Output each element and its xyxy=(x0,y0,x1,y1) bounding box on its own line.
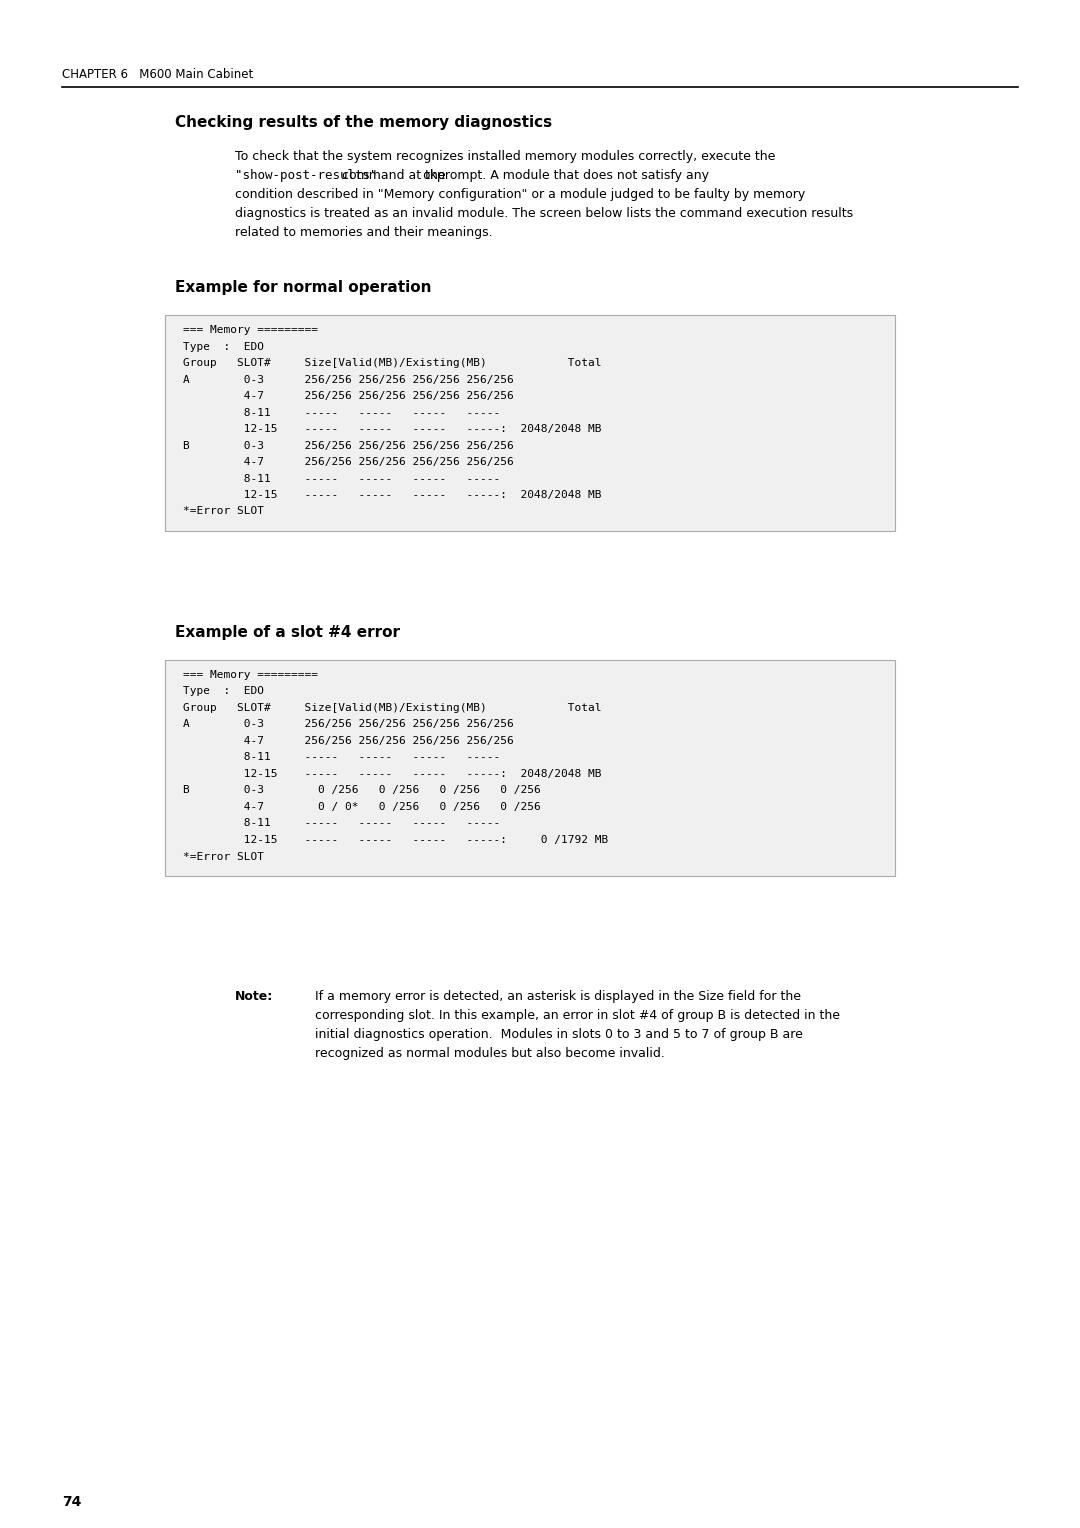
Text: A        0-3      256/256 256/256 256/256 256/256: A 0-3 256/256 256/256 256/256 256/256 xyxy=(183,374,514,385)
Text: To check that the system recognizes installed memory modules correctly, execute : To check that the system recognizes inst… xyxy=(235,150,775,163)
Text: ok: ok xyxy=(422,170,437,182)
Text: 4-7      256/256 256/256 256/256 256/256: 4-7 256/256 256/256 256/256 256/256 xyxy=(183,457,514,468)
Text: 12-15    -----   -----   -----   -----:  2048/2048 MB: 12-15 ----- ----- ----- -----: 2048/2048… xyxy=(183,769,602,779)
Text: 4-7      256/256 256/256 256/256 256/256: 4-7 256/256 256/256 256/256 256/256 xyxy=(183,391,514,400)
Text: diagnostics is treated as an invalid module. The screen below lists the command : diagnostics is treated as an invalid mod… xyxy=(235,206,853,220)
Text: B        0-3      256/256 256/256 256/256 256/256: B 0-3 256/256 256/256 256/256 256/256 xyxy=(183,440,514,451)
Text: *=Error SLOT: *=Error SLOT xyxy=(183,851,264,862)
Text: 8-11     -----   -----   -----   -----: 8-11 ----- ----- ----- ----- xyxy=(183,819,500,828)
Text: Type  :  EDO: Type : EDO xyxy=(183,686,264,697)
Text: initial diagnostics operation.  Modules in slots 0 to 3 and 5 to 7 of group B ar: initial diagnostics operation. Modules i… xyxy=(315,1028,802,1041)
Text: === Memory =========: === Memory ========= xyxy=(183,325,318,335)
Text: Example for normal operation: Example for normal operation xyxy=(175,280,432,295)
Text: condition described in "Memory configuration" or a module judged to be faulty by: condition described in "Memory configura… xyxy=(235,188,806,202)
Text: A        0-3      256/256 256/256 256/256 256/256: A 0-3 256/256 256/256 256/256 256/256 xyxy=(183,720,514,729)
Text: Group   SLOT#     Size[Valid(MB)/Existing(MB)            Total: Group SLOT# Size[Valid(MB)/Existing(MB) … xyxy=(183,703,602,714)
Text: Group   SLOT#     Size[Valid(MB)/Existing(MB)            Total: Group SLOT# Size[Valid(MB)/Existing(MB) … xyxy=(183,358,602,368)
Text: 8-11     -----   -----   -----   -----: 8-11 ----- ----- ----- ----- xyxy=(183,408,500,417)
Text: recognized as normal modules but also become invalid.: recognized as normal modules but also be… xyxy=(315,1047,665,1060)
Text: === Memory =========: === Memory ========= xyxy=(183,669,318,680)
Text: command at the: command at the xyxy=(338,170,449,182)
Text: *=Error SLOT: *=Error SLOT xyxy=(183,506,264,516)
Text: CHAPTER 6   M600 Main Cabinet: CHAPTER 6 M600 Main Cabinet xyxy=(62,69,253,81)
Text: 4-7        0 / 0*   0 /256   0 /256   0 /256: 4-7 0 / 0* 0 /256 0 /256 0 /256 xyxy=(183,802,541,811)
Text: 74: 74 xyxy=(62,1494,81,1510)
Text: Note:: Note: xyxy=(235,990,273,1002)
Text: 8-11     -----   -----   -----   -----: 8-11 ----- ----- ----- ----- xyxy=(183,474,500,483)
Text: Type  :  EDO: Type : EDO xyxy=(183,341,264,351)
Text: B        0-3        0 /256   0 /256   0 /256   0 /256: B 0-3 0 /256 0 /256 0 /256 0 /256 xyxy=(183,785,541,796)
FancyBboxPatch shape xyxy=(165,315,895,532)
Text: If a memory error is detected, an asterisk is displayed in the Size field for th: If a memory error is detected, an asteri… xyxy=(315,990,801,1002)
Text: related to memories and their meanings.: related to memories and their meanings. xyxy=(235,226,492,238)
Text: 12-15    -----   -----   -----   -----:  2048/2048 MB: 12-15 ----- ----- ----- -----: 2048/2048… xyxy=(183,423,602,434)
Text: 12-15    -----   -----   -----   -----:     0 /1792 MB: 12-15 ----- ----- ----- -----: 0 /1792 M… xyxy=(183,834,608,845)
Text: prompt. A module that does not satisfy any: prompt. A module that does not satisfy a… xyxy=(433,170,708,182)
Text: 12-15    -----   -----   -----   -----:  2048/2048 MB: 12-15 ----- ----- ----- -----: 2048/2048… xyxy=(183,490,602,500)
Text: 8-11     -----   -----   -----   -----: 8-11 ----- ----- ----- ----- xyxy=(183,752,500,762)
Text: corresponding slot. In this example, an error in slot #4 of group B is detected : corresponding slot. In this example, an … xyxy=(315,1008,840,1022)
Text: "show-post-results": "show-post-results" xyxy=(235,170,378,182)
Text: Example of a slot #4 error: Example of a slot #4 error xyxy=(175,625,400,640)
Text: 4-7      256/256 256/256 256/256 256/256: 4-7 256/256 256/256 256/256 256/256 xyxy=(183,736,514,746)
FancyBboxPatch shape xyxy=(165,660,895,876)
Text: Checking results of the memory diagnostics: Checking results of the memory diagnosti… xyxy=(175,115,552,130)
